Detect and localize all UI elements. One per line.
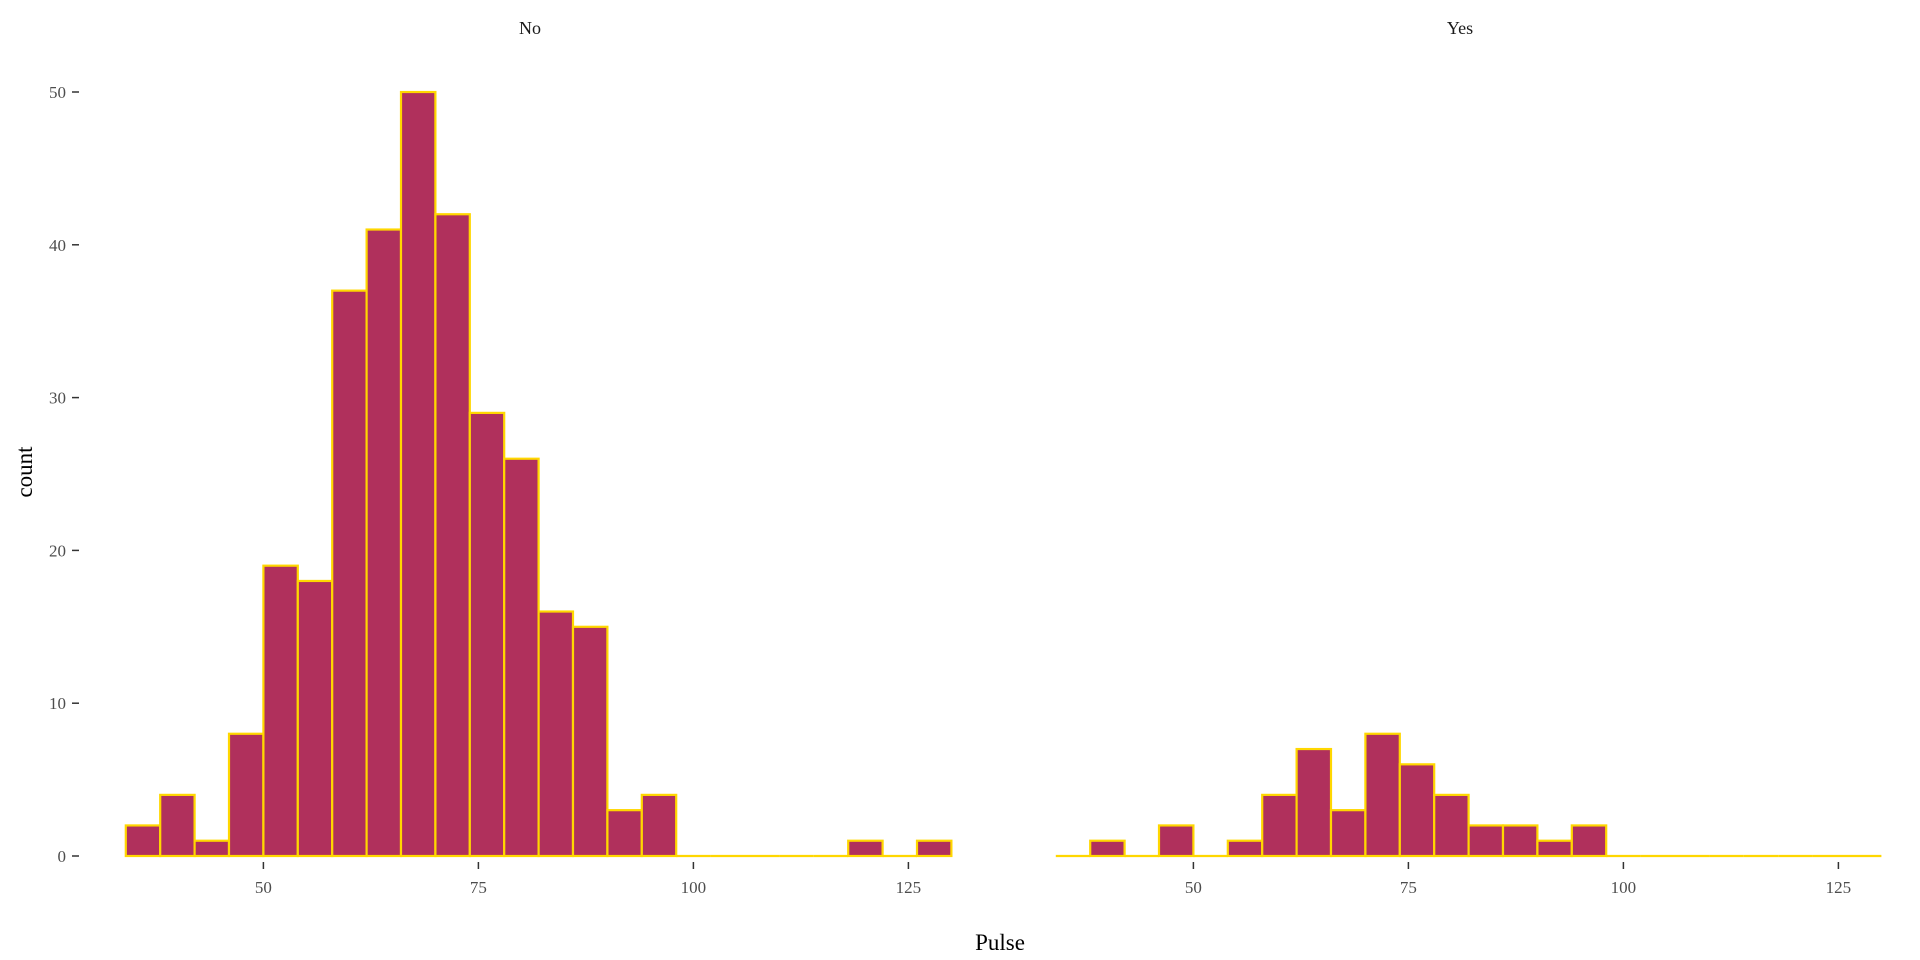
facet-panel-no: No 50 75 100 125	[124, 18, 953, 897]
y-tick-label: 50	[49, 83, 66, 102]
x-tick-label: 125	[1826, 878, 1852, 897]
histogram-bar	[1295, 747, 1333, 858]
histogram-bar	[1398, 763, 1436, 858]
histogram-bar	[1329, 809, 1367, 858]
histogram-bar	[434, 213, 471, 858]
histogram-bar	[365, 228, 403, 858]
facet-strip-label: Yes	[1447, 18, 1473, 38]
histogram-bar	[606, 809, 643, 858]
facet-panel-yes: Yes 50 75 100 125	[1055, 18, 1882, 897]
histogram-bar	[331, 289, 368, 858]
y-axis-title: count	[12, 446, 37, 498]
x-tick-label: 50	[255, 878, 272, 897]
y-tick-label: 30	[49, 389, 66, 408]
histogram-bar	[1089, 839, 1126, 858]
histogram-bar	[399, 90, 437, 858]
histogram-bar	[1261, 793, 1298, 858]
histogram-bar	[537, 610, 575, 858]
x-tick-label: 100	[681, 878, 707, 897]
x-axis-title: Pulse	[975, 930, 1025, 955]
histogram-bar	[1467, 824, 1505, 858]
y-tick-label: 20	[49, 541, 66, 560]
facet-strip-label: No	[519, 18, 541, 38]
x-tick-label: 50	[1185, 878, 1202, 897]
histogram-bar	[124, 824, 162, 858]
x-tick-label: 75	[470, 878, 487, 897]
histogram-bar	[915, 839, 953, 858]
histogram-bar	[468, 411, 506, 858]
histogram-bar	[193, 839, 231, 858]
histogram-bar	[1157, 824, 1195, 858]
facet-panels: No 50 75 100 125 Yes 50 75 100 125	[124, 18, 1882, 897]
y-tick-label: 10	[49, 694, 66, 713]
histogram-bar	[640, 793, 678, 858]
histogram-bar	[262, 564, 299, 858]
histogram-bar	[1536, 839, 1573, 858]
y-tick-label: 40	[49, 236, 66, 255]
y-axis: 0 10 20 30 40 50	[49, 83, 79, 866]
y-tick-label: 0	[58, 847, 67, 866]
histogram-bar	[1501, 824, 1539, 858]
histogram-bar	[1226, 839, 1264, 858]
histogram-bar	[227, 732, 265, 858]
histogram-bar	[1364, 732, 1401, 858]
histogram-bar	[847, 839, 884, 858]
histogram-bar	[571, 625, 609, 858]
x-tick-label: 75	[1400, 878, 1417, 897]
histogram-bar	[503, 457, 540, 858]
x-tick-label: 125	[896, 878, 922, 897]
histogram-bar	[296, 579, 334, 858]
histogram-bar	[1433, 793, 1470, 858]
histogram-bar	[1570, 824, 1608, 858]
histogram-bar	[159, 793, 196, 858]
x-tick-label: 100	[1611, 878, 1637, 897]
